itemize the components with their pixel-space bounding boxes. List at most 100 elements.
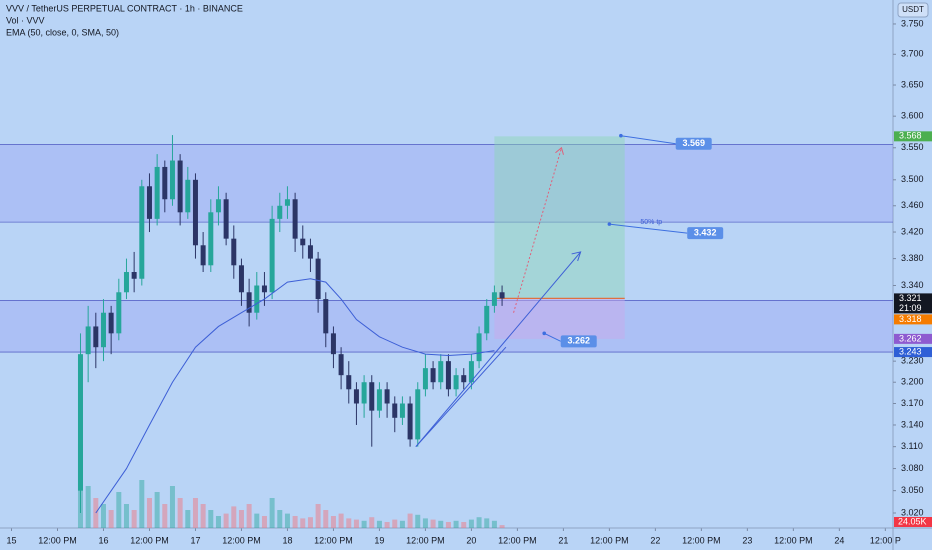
volume-bar — [177, 498, 183, 528]
volume-bar — [300, 518, 306, 528]
volume-bar — [438, 520, 444, 528]
candle-body — [315, 258, 321, 300]
candle-body — [445, 361, 451, 390]
volume-label-box — [894, 517, 932, 527]
x-tick-label: 12:00 PM — [38, 535, 77, 545]
volume-bar — [261, 516, 267, 528]
candle-body — [461, 375, 467, 383]
candle-body — [162, 166, 168, 200]
volume-bar — [100, 504, 106, 528]
ema-line — [95, 278, 495, 514]
volume-bar — [292, 516, 298, 528]
x-tick-label: 22 — [650, 535, 660, 545]
callout-box — [687, 227, 724, 240]
x-tick-label: 18 — [282, 535, 292, 545]
volume-bar — [238, 510, 244, 528]
y-tick-label: 3.700 — [901, 49, 924, 59]
candle-body — [223, 199, 229, 239]
candle-body — [415, 389, 421, 440]
candle-body — [292, 199, 298, 239]
x-tick-label: 16 — [98, 535, 108, 545]
candle-body — [307, 245, 313, 259]
price-countdown: 21:09 — [899, 303, 922, 313]
y-tick-label: 3.460 — [901, 200, 924, 210]
volume-label: 24.05K — [898, 516, 927, 526]
volume-bar — [415, 514, 421, 528]
candle-body — [338, 354, 344, 376]
volume-bar — [139, 480, 145, 528]
candle-body — [269, 218, 275, 293]
callout-note: 50% tp — [640, 219, 662, 226]
callout-connector — [609, 223, 688, 234]
target-arrowhead — [555, 146, 564, 155]
candle-body — [376, 389, 382, 411]
x-tick-label: 15 — [6, 535, 16, 545]
y-tick-label: 3.500 — [901, 174, 924, 184]
volume-bar — [453, 520, 459, 528]
candle-body — [384, 389, 390, 404]
volume-bar — [154, 492, 160, 528]
candle-body — [146, 186, 152, 219]
x-tick-label: 12:00 PM — [498, 535, 537, 545]
callout-connector — [620, 135, 676, 145]
volume-bar — [376, 520, 382, 528]
volume-bar — [361, 520, 367, 528]
y-tick-label: 3.080 — [901, 463, 924, 473]
volume-bar — [307, 517, 313, 528]
volume-bar — [85, 486, 91, 528]
y-tick-label: 3.170 — [901, 398, 924, 408]
price-label: 3.321 — [899, 293, 922, 303]
price-label-box — [894, 347, 932, 358]
y-tick-label: 3.230 — [901, 356, 924, 366]
candle-body — [238, 265, 244, 293]
candle-body — [154, 166, 160, 219]
legend-ema: EMA (50, close, 0, SMA, 50) — [6, 27, 119, 37]
candle-body — [346, 375, 352, 390]
x-tick-label: 12:00 PM — [314, 535, 353, 545]
position-stop — [494, 298, 625, 339]
volume-bar — [499, 525, 505, 528]
callout-point — [542, 331, 547, 336]
candle-body — [399, 403, 405, 418]
x-tick-label: 12:00 PM — [222, 535, 261, 545]
callout-label: 3.569 — [682, 138, 705, 148]
x-tick-label: 12:00 PM — [130, 535, 169, 545]
trend-arrowhead — [571, 251, 582, 262]
callout-point — [607, 222, 612, 226]
volume-bar — [215, 516, 221, 528]
volume-bar — [392, 519, 398, 528]
volume-bar — [369, 517, 375, 528]
candle-body — [476, 333, 482, 362]
volume-bar — [108, 510, 114, 528]
candle-body — [85, 326, 91, 355]
volume-bar — [277, 510, 283, 528]
volume-bar — [116, 492, 122, 528]
x-tick-label: 12:00 PM — [682, 535, 721, 545]
candle-body — [369, 382, 375, 411]
price-label-box — [894, 314, 932, 325]
candle-body — [200, 245, 206, 266]
volume-bar — [284, 513, 290, 528]
volume-bar — [192, 498, 198, 528]
candle-body — [323, 299, 329, 334]
candle-body — [131, 272, 137, 279]
callout-point — [619, 133, 623, 138]
candle-body — [392, 403, 398, 418]
volume-bar — [384, 522, 390, 528]
candle-body — [438, 361, 444, 383]
price-label: 3.262 — [899, 333, 922, 343]
zone — [0, 300, 893, 353]
callout-connector — [544, 332, 561, 342]
trendline — [415, 346, 507, 447]
volume-bar — [476, 517, 482, 528]
candle-body — [123, 272, 129, 293]
price-label-box — [894, 293, 932, 314]
volume-bar — [346, 518, 352, 528]
volume-bar — [269, 498, 275, 528]
candle-body — [453, 375, 459, 390]
candle-body — [108, 312, 114, 334]
volume-bar — [491, 520, 497, 528]
price-label: 3.568 — [899, 131, 922, 141]
